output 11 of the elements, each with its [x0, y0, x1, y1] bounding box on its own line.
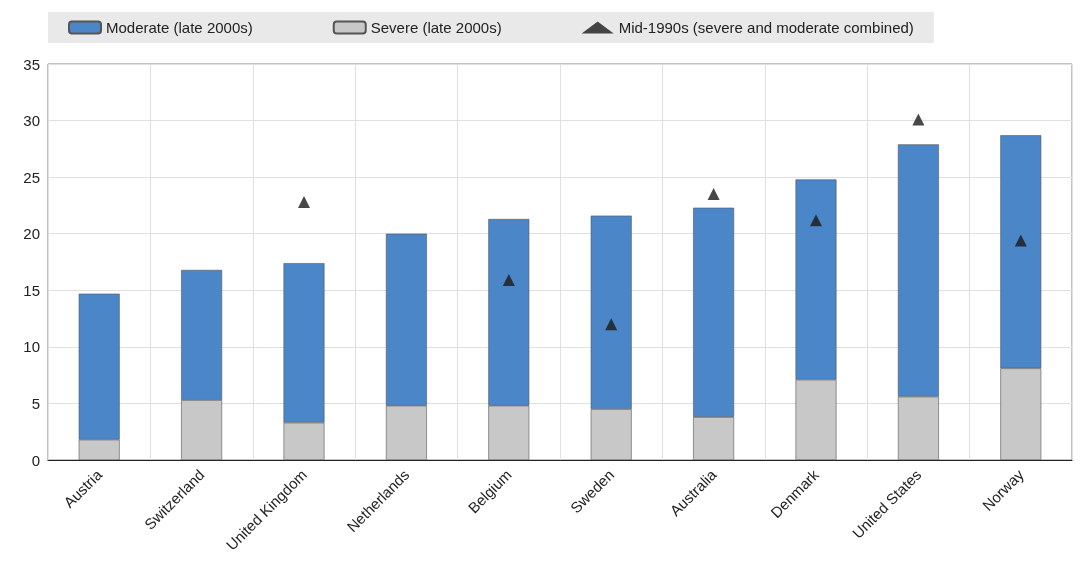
- y-tick-label: 5: [31, 394, 40, 412]
- y-tick-label: 0: [31, 451, 40, 469]
- y-tick-label: 25: [23, 168, 40, 186]
- legend-label: Severe (late 2000s): [370, 19, 502, 36]
- y-tick-label: 20: [23, 225, 40, 243]
- y-tick-label: 30: [23, 112, 40, 130]
- y-tick-label: 10: [23, 338, 40, 356]
- y-tick-label: 35: [23, 55, 40, 73]
- legend-label: Mid-1990s (severe and moderate combined): [618, 19, 914, 36]
- legend-label: Moderate (late 2000s): [106, 19, 253, 36]
- y-tick-label: 15: [23, 281, 40, 299]
